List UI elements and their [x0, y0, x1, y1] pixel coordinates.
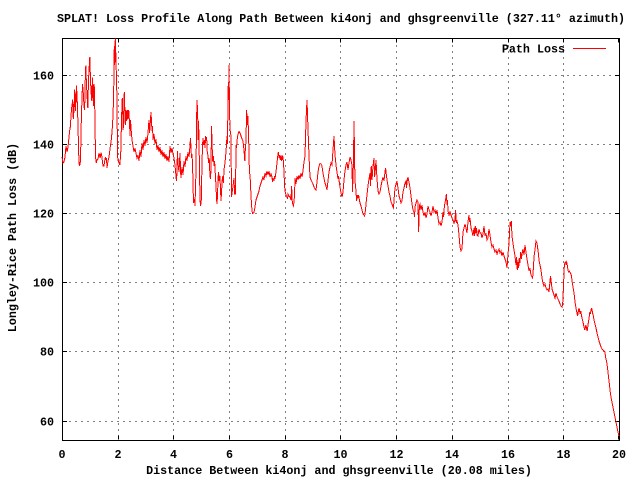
svg-text:0: 0 — [58, 448, 65, 462]
svg-text:Longley-Rice Path Loss (dB): Longley-Rice Path Loss (dB) — [6, 143, 20, 332]
svg-text:140: 140 — [33, 139, 54, 153]
svg-text:Path Loss: Path Loss — [502, 43, 565, 57]
svg-text:12: 12 — [389, 448, 403, 462]
svg-text:6: 6 — [226, 448, 233, 462]
svg-text:60: 60 — [40, 416, 54, 430]
svg-text:16: 16 — [501, 448, 515, 462]
svg-text:20: 20 — [612, 448, 626, 462]
svg-text:14: 14 — [445, 448, 459, 462]
svg-text:SPLAT! Loss Profile Along Path: SPLAT! Loss Profile Along Path Between k… — [57, 12, 625, 26]
svg-text:100: 100 — [33, 277, 54, 291]
svg-text:2: 2 — [114, 448, 121, 462]
svg-text:120: 120 — [33, 208, 54, 222]
svg-text:8: 8 — [281, 448, 288, 462]
svg-text:4: 4 — [170, 448, 177, 462]
svg-text:18: 18 — [556, 448, 570, 462]
svg-text:160: 160 — [33, 70, 54, 84]
svg-text:10: 10 — [333, 448, 347, 462]
svg-text:80: 80 — [40, 346, 54, 360]
svg-text:Distance Between ki4onj and gh: Distance Between ki4onj and ghsgreenvill… — [146, 464, 532, 478]
